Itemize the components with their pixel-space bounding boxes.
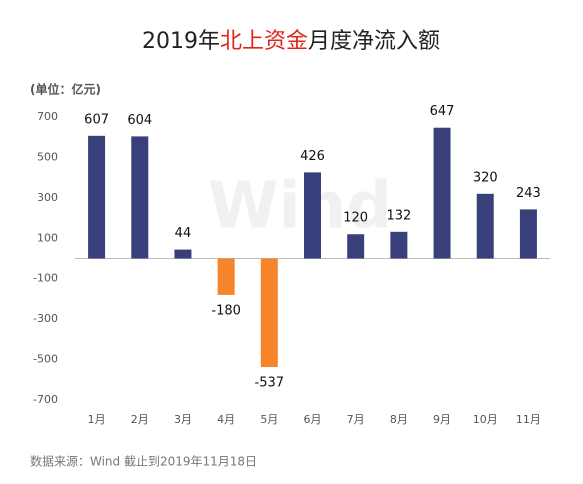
data-label: 647 — [430, 104, 455, 119]
data-label: -537 — [255, 376, 285, 391]
bar — [347, 234, 365, 259]
y-tick-label: -700 — [33, 393, 58, 406]
data-label: 120 — [343, 211, 368, 226]
data-label: 320 — [473, 170, 498, 185]
x-tick-label: 11月 — [516, 413, 541, 426]
data-label: 132 — [386, 208, 411, 223]
bar — [433, 127, 451, 259]
watermark: Wind — [208, 170, 392, 244]
bar — [519, 209, 537, 259]
unit-label: (单位：亿元) — [30, 82, 101, 97]
bar — [304, 172, 321, 259]
x-tick-label: 4月 — [217, 413, 235, 426]
bar — [131, 136, 149, 259]
x-tick-label: 1月 — [88, 413, 106, 426]
x-tick-label: 8月 — [390, 413, 408, 426]
title-segment: 月度净流入额 — [308, 29, 440, 54]
x-tick-label: 2月 — [131, 413, 149, 426]
x-tick-label: 9月 — [433, 413, 451, 426]
x-tick-label: 7月 — [347, 413, 365, 426]
title-segment: 2019年 — [142, 29, 220, 54]
data-label: 607 — [84, 112, 109, 127]
y-tick-label: -300 — [33, 312, 58, 325]
bar — [390, 231, 408, 259]
title-segment: 北上资金 — [220, 29, 308, 54]
bar — [217, 258, 235, 295]
bar — [476, 193, 494, 259]
y-tick-label: 700 — [37, 110, 58, 123]
x-tick-label: 5月 — [260, 413, 278, 426]
y-tick-label: 100 — [37, 231, 58, 244]
y-tick-label: 300 — [37, 191, 58, 204]
x-tick-label: 3月 — [174, 413, 192, 426]
data-label: 44 — [175, 226, 192, 241]
x-tick-label: 6月 — [304, 413, 322, 426]
y-tick-label: -100 — [33, 272, 58, 285]
y-tick-label: -500 — [33, 353, 58, 366]
y-tick-label: 500 — [37, 150, 58, 163]
chart-title: 2019年北上资金月度净流入额 — [142, 29, 440, 54]
bar — [88, 135, 106, 259]
data-label: 243 — [516, 186, 541, 201]
bar — [260, 258, 278, 368]
data-label: 426 — [300, 149, 325, 164]
data-label: -180 — [211, 303, 241, 318]
source-note: 数据来源：Wind 截止到2019年11月18日 — [30, 454, 257, 469]
x-tick-label: 10月 — [473, 413, 498, 426]
bar — [174, 249, 192, 259]
data-label: 604 — [127, 113, 152, 128]
